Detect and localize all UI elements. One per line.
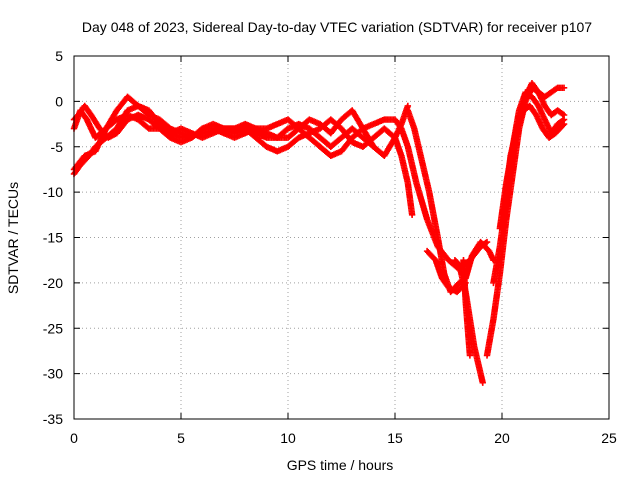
data-point: [560, 84, 568, 91]
x-tick-label: 10: [280, 430, 296, 446]
data-point: [408, 211, 416, 219]
y-tick-label: 0: [55, 93, 63, 109]
y-tick-label: -15: [43, 230, 63, 246]
y-tick-labels: 5 0 -5 -10 -15 -20 -25 -30 -35: [43, 48, 63, 427]
series-track-4: [70, 102, 491, 273]
data-point: [483, 238, 491, 246]
data-point: [559, 110, 566, 118]
series-track-5: [404, 107, 497, 296]
data-point: [559, 121, 567, 129]
x-tick-label: 20: [494, 430, 510, 446]
x-tick-label: 5: [177, 430, 185, 446]
x-tick-label: 15: [387, 430, 403, 446]
x-axis-label: GPS time / hours: [287, 457, 394, 473]
x-tick-labels: 0 5 10 15 20 25: [70, 430, 617, 446]
x-tick-label: 0: [70, 430, 78, 446]
data-points: [70, 80, 568, 386]
series-track-12: [500, 102, 568, 214]
series-track-8: [460, 256, 474, 359]
y-tick-label: 5: [55, 48, 63, 64]
y-axis-label: SDTVAR / TECUs: [5, 182, 21, 294]
chart-title: Day 048 of 2023, Sidereal Day-to-day VTE…: [82, 19, 592, 35]
y-tick-label: -35: [43, 411, 63, 427]
data-point: [479, 379, 486, 386]
series-track-2: [70, 102, 416, 219]
grid-lines: [74, 56, 609, 419]
data-point: [560, 120, 568, 128]
axis-ticks: [73, 55, 610, 420]
x-tick-label: 25: [601, 430, 617, 446]
y-tick-label: -5: [51, 139, 64, 155]
data-point: [466, 352, 474, 359]
y-tick-label: -30: [43, 366, 63, 382]
y-tick-label: -25: [43, 320, 63, 336]
y-tick-label: -20: [43, 275, 63, 291]
y-tick-label: -10: [43, 184, 63, 200]
